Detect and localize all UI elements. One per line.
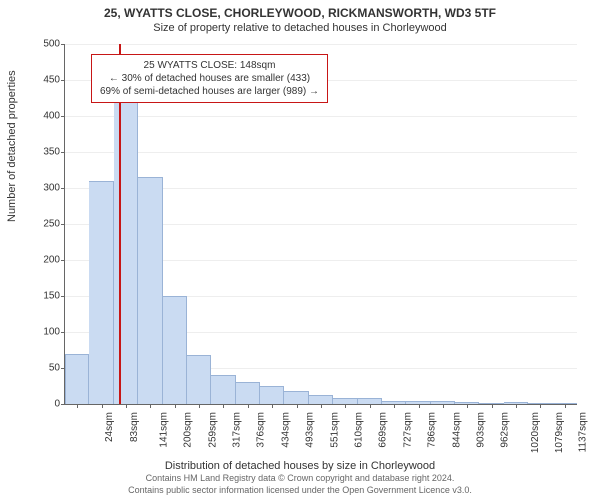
y-tick-label: 400 (28, 111, 60, 122)
x-tick-label: 903sqm (475, 412, 486, 448)
y-tick-label: 350 (28, 147, 60, 158)
annotation-line: 25 WYATTS CLOSE: 148sqm (100, 59, 319, 72)
histogram-bar (236, 382, 260, 404)
y-tick-label: 250 (28, 219, 60, 230)
y-tick-label: 100 (28, 327, 60, 338)
y-axis-label: Number of detached properties (6, 70, 18, 222)
histogram-bar (284, 391, 308, 404)
x-tick-label: 434sqm (280, 412, 291, 448)
y-tick-label: 300 (28, 183, 60, 194)
x-tick-label: 493sqm (305, 412, 316, 448)
attribution-line: Contains HM Land Registry data © Crown c… (0, 472, 600, 484)
x-tick-label: 669sqm (378, 412, 389, 448)
x-tick-label: 200sqm (183, 412, 194, 448)
chart-subtitle: Size of property relative to detached ho… (0, 22, 600, 34)
chart-plot-area: 25 WYATTS CLOSE: 148sqm← 30% of detached… (64, 44, 577, 405)
x-tick-label: 376sqm (256, 412, 267, 448)
x-tick-label: 1137sqm (578, 412, 589, 452)
attribution-text: Contains HM Land Registry data © Crown c… (0, 472, 600, 496)
x-tick-label: 141sqm (159, 412, 170, 448)
histogram-bar (187, 355, 211, 404)
y-tick-label: 200 (28, 255, 60, 266)
histogram-bar (163, 296, 187, 404)
x-tick-label: 1079sqm (554, 412, 565, 453)
annotation-box: 25 WYATTS CLOSE: 148sqm← 30% of detached… (91, 54, 328, 103)
annotation-line: 69% of semi-detached houses are larger (… (100, 85, 319, 98)
y-tick-label: 450 (28, 75, 60, 86)
x-tick-label: 727sqm (402, 412, 413, 448)
page-title: 25, WYATTS CLOSE, CHORLEYWOOD, RICKMANSW… (0, 6, 600, 20)
x-tick-label: 551sqm (329, 412, 340, 448)
x-tick-label: 24sqm (104, 412, 115, 442)
attribution-line: Contains public sector information licen… (0, 484, 600, 496)
x-tick-label: 962sqm (500, 412, 511, 448)
x-tick-label: 1020sqm (530, 412, 541, 453)
histogram-bar (138, 177, 162, 404)
histogram-bar (211, 375, 235, 404)
histogram-bar (309, 395, 333, 404)
annotation-line: ← 30% of detached houses are smaller (43… (100, 72, 319, 85)
histogram-bar (114, 87, 138, 404)
y-tick-label: 150 (28, 291, 60, 302)
x-tick-label: 610sqm (354, 412, 365, 448)
y-tick-label: 50 (28, 363, 60, 374)
x-tick-label: 259sqm (207, 412, 218, 448)
x-axis-label: Distribution of detached houses by size … (0, 460, 600, 472)
x-tick-label: 317sqm (232, 412, 243, 448)
x-tick-label: 844sqm (451, 412, 462, 448)
histogram-bar (260, 386, 284, 404)
y-tick-label: 500 (28, 39, 60, 50)
histogram-bar (65, 354, 89, 404)
y-tick-label: 0 (28, 399, 60, 410)
x-tick-label: 83sqm (129, 412, 140, 442)
histogram-bar (89, 181, 113, 404)
x-tick-label: 786sqm (427, 412, 438, 448)
